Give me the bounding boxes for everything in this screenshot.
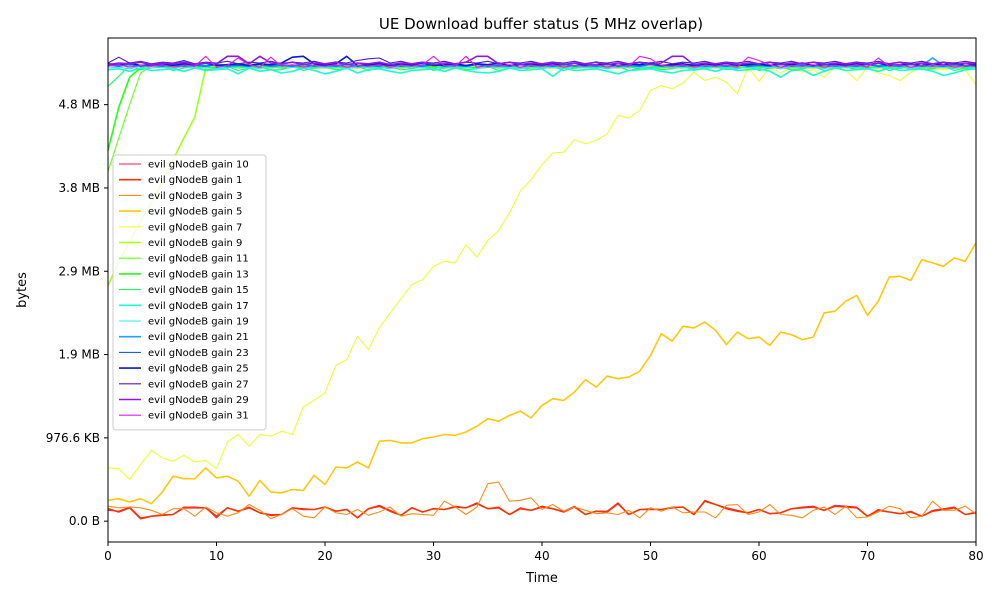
legend: evil gNodeB gain 10 evil gNodeB gain 1 evi… (112, 154, 267, 431)
legend-label: evil gNodeB gain 17 (148, 301, 249, 312)
x-tick-label: 20 (317, 549, 332, 563)
x-tick-label: 0 (104, 549, 112, 563)
legend-label: evil gNodeB gain 1 (148, 175, 242, 186)
x-axis-label: Time (525, 571, 558, 586)
legend-label: evil gNodeB gain 13 (148, 269, 249, 280)
legend-label: evil gNodeB gain 23 (148, 348, 249, 359)
series-line-11 (107, 65, 977, 70)
x-axis: 0 10 20 30 40 50 60 70 80 (104, 542, 984, 563)
legend-label: evil gNodeB gain 31 (148, 411, 249, 422)
x-tick-label: 10 (209, 549, 224, 563)
y-tick-label: 976.6 KB (46, 431, 100, 445)
x-tick-label: 70 (860, 549, 875, 563)
series-line-3 (107, 481, 977, 520)
x-tick-label: 60 (751, 549, 766, 563)
y-tick-label: 1.9 MB (59, 348, 100, 362)
legend-label: evil gNodeB gain 10 (148, 160, 249, 171)
legend-label: evil gNodeB gain 25 (148, 364, 249, 375)
chart-title: UE Download buffer status (5 MHz overlap… (379, 15, 703, 33)
y-tick-label: 3.8 MB (59, 181, 100, 195)
series-line-16 (107, 55, 977, 66)
y-tick-label: 0.0 B (69, 514, 100, 528)
series-line-10 (107, 67, 977, 78)
legend-label: evil gNodeB gain 5 (148, 207, 242, 218)
legend-label: evil gNodeB gain 11 (148, 254, 249, 265)
series-line-5 (107, 66, 977, 481)
legend-label: evil gNodeB gain 27 (148, 379, 249, 390)
x-tick-label: 50 (643, 549, 658, 563)
y-axis-label: bytes (15, 272, 30, 308)
series-line-4 (107, 242, 977, 505)
x-tick-label: 40 (534, 549, 549, 563)
y-tick-label: 4.8 MB (59, 98, 100, 112)
x-tick-label: 30 (426, 549, 441, 563)
legend-label: evil gNodeB gain 9 (148, 238, 242, 249)
legend-label: evil gNodeB gain 21 (148, 332, 249, 343)
x-tick-label: 80 (968, 549, 983, 563)
series-line-17 (107, 55, 977, 68)
legend-label: evil gNodeB gain 7 (148, 222, 242, 233)
y-tick-label: 2.9 MB (59, 264, 100, 278)
legend-label: evil gNodeB gain 29 (148, 395, 249, 406)
y-axis: 0.0 B 976.6 KB 1.9 MB 2.9 MB 3.8 MB 4.8 MB (46, 98, 108, 528)
series-line-2 (107, 500, 977, 520)
legend-label: evil gNodeB gain 15 (148, 285, 249, 296)
legend-label: evil gNodeB gain 19 (148, 317, 249, 328)
legend-box (112, 154, 267, 431)
plot-area (107, 55, 977, 520)
legend-label: evil gNodeB gain 3 (148, 191, 242, 202)
